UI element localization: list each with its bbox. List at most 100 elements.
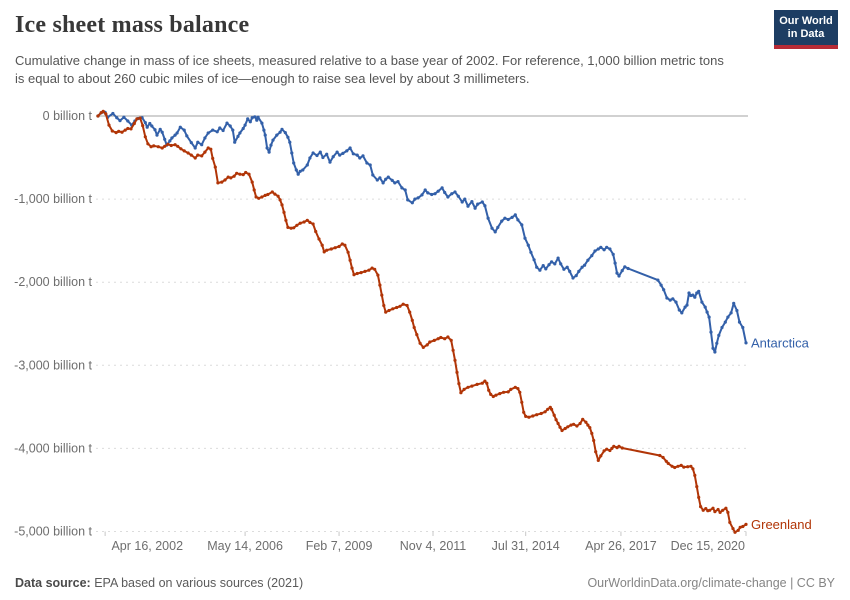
data-point-antarctica <box>150 124 154 128</box>
data-point-greenland <box>363 269 367 273</box>
data-point-antarctica <box>345 149 349 153</box>
data-point-greenland <box>320 243 324 247</box>
series-label-antarctica[interactable]: Antarctica <box>751 335 810 350</box>
data-point-antarctica <box>466 204 470 208</box>
data-point-antarctica <box>378 176 382 180</box>
x-axis-tick-label: Feb 7, 2009 <box>306 539 373 553</box>
data-point-greenland <box>485 381 489 385</box>
data-point-greenland <box>721 508 725 512</box>
data-point-antarctica <box>173 133 177 137</box>
data-point-greenland <box>160 146 164 150</box>
data-point-antarctica <box>523 236 527 240</box>
data-point-greenland <box>520 400 524 404</box>
data-point-antarctica <box>486 216 490 220</box>
x-axis-tick-label: May 14, 2006 <box>207 539 283 553</box>
data-point-antarctica <box>185 134 189 138</box>
data-point-greenland <box>135 117 139 121</box>
data-point-greenland <box>421 345 425 349</box>
data-point-antarctica <box>483 204 487 208</box>
data-point-antarctica <box>590 254 594 258</box>
data-point-greenland <box>724 506 728 510</box>
data-point-greenland <box>531 414 535 418</box>
data-point-greenland <box>322 250 326 254</box>
chart-footer: Data source: EPA based on various source… <box>15 576 835 590</box>
data-point-antarctica <box>403 188 407 192</box>
data-point-greenland <box>713 510 717 514</box>
series-line-greenland[interactable] <box>97 110 747 534</box>
data-point-antarctica <box>671 297 675 301</box>
line-chart-canvas[interactable]: 0 billion t -1,000 billion t -2,000 billio… <box>0 100 850 562</box>
data-point-antarctica <box>565 265 569 269</box>
y-axis-tick-label: 0 billion t <box>43 109 93 123</box>
data-point-greenland <box>524 414 528 418</box>
owid-logo-line1: Our World <box>779 15 833 27</box>
data-point-greenland <box>572 422 576 426</box>
series-label-greenland[interactable]: Greenland <box>751 517 812 532</box>
data-point-antarctica <box>574 274 578 278</box>
data-point-antarctica <box>426 191 430 195</box>
data-point-antarctica <box>393 181 397 185</box>
data-point-greenland <box>716 507 720 512</box>
data-point-greenland <box>273 192 277 196</box>
data-point-antarctica <box>705 310 709 314</box>
data-point-greenland <box>107 123 111 127</box>
data-point-greenland <box>343 243 347 247</box>
data-point-greenland <box>418 341 422 345</box>
x-axis-tick-label: Dec 15, 2020 <box>671 539 745 553</box>
data-point-antarctica <box>386 175 390 179</box>
data-point-antarctica <box>735 308 739 313</box>
data-point-greenland <box>325 248 329 252</box>
data-point-greenland <box>581 417 585 421</box>
data-point-antarctica <box>155 133 159 137</box>
owid-logo[interactable]: Our World in Data <box>774 10 838 49</box>
data-point-antarctica <box>440 186 444 190</box>
data-point-antarctica <box>503 216 507 220</box>
data-point-antarctica <box>126 119 130 123</box>
owid-logo-line2: in Data <box>787 28 825 40</box>
data-point-antarctica <box>381 181 385 185</box>
data-point-greenland <box>352 273 356 277</box>
data-point-antarctica <box>269 143 273 147</box>
data-point-antarctica <box>656 278 660 282</box>
data-point-antarctica <box>255 118 259 122</box>
data-point-antarctica <box>556 256 560 260</box>
data-point-antarctica <box>196 140 200 144</box>
data-point-greenland <box>658 453 662 458</box>
data-point-antarctica <box>241 126 245 131</box>
data-point-antarctica <box>275 133 279 137</box>
data-point-greenland <box>590 431 594 435</box>
data-point-greenland <box>244 170 248 175</box>
data-point-antarctica <box>292 161 296 165</box>
data-point-greenland <box>518 390 522 394</box>
data-point-antarctica <box>593 249 597 253</box>
data-point-greenland <box>298 221 302 225</box>
data-point-antarctica <box>559 262 563 266</box>
data-point-antarctica <box>729 311 733 315</box>
data-point-greenland <box>398 304 402 308</box>
data-point-antarctica <box>355 153 359 157</box>
data-point-antarctica <box>433 192 437 196</box>
data-point-greenland <box>252 188 256 192</box>
data-point-greenland <box>731 527 735 531</box>
data-point-greenland <box>314 229 318 234</box>
data-point-greenland <box>223 178 227 182</box>
data-point-antarctica <box>611 252 615 256</box>
data-point-antarctica <box>315 153 319 158</box>
data-point-antarctica <box>470 200 474 204</box>
data-point-greenland <box>104 112 108 116</box>
data-point-antarctica <box>228 124 232 128</box>
data-point-greenland <box>425 343 429 347</box>
data-point-antarctica <box>620 269 624 273</box>
data-point-antarctica <box>250 116 254 120</box>
data-point-antarctica <box>626 266 630 271</box>
credit-link[interactable]: OurWorldinData.org/climate-change | CC B… <box>587 576 835 590</box>
data-point-antarctica <box>544 267 548 271</box>
data-point-greenland <box>457 382 461 386</box>
data-point-greenland <box>382 303 386 308</box>
data-point-antarctica <box>111 111 115 116</box>
data-point-antarctica <box>443 190 447 195</box>
data-point-antarctica <box>238 131 242 135</box>
data-point-greenland <box>401 302 405 306</box>
data-point-greenland <box>286 225 290 229</box>
